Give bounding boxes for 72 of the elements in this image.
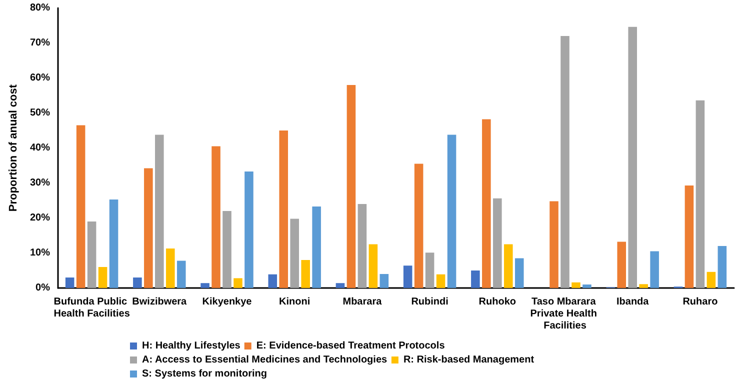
x-tick-label: Mbarara bbox=[342, 296, 382, 308]
bar bbox=[436, 274, 446, 288]
bar bbox=[244, 171, 254, 288]
bar bbox=[628, 26, 637, 288]
y-tick-label: 20% bbox=[30, 212, 50, 224]
bar bbox=[560, 36, 570, 288]
x-tick-label: Taso Mbarara Private Health Facilities bbox=[530, 296, 600, 332]
bar bbox=[76, 125, 86, 288]
x-tick-label: Ruharo bbox=[682, 296, 718, 308]
bar bbox=[87, 222, 96, 288]
bar bbox=[176, 260, 186, 288]
x-tick-label: Kinoni bbox=[279, 296, 310, 308]
legend-label: R: Risk-based Management bbox=[403, 354, 535, 366]
bar bbox=[482, 119, 491, 288]
bar bbox=[696, 100, 705, 288]
bar bbox=[572, 282, 580, 288]
bar bbox=[109, 199, 118, 288]
bar bbox=[234, 278, 242, 288]
bar bbox=[650, 251, 659, 288]
y-tick-label: 80% bbox=[30, 2, 50, 14]
y-tick-label: 60% bbox=[30, 72, 50, 84]
legend-label: E: Evidence-based Treatment Protocols bbox=[256, 340, 446, 352]
bar bbox=[98, 267, 108, 288]
y-tick-label: 0% bbox=[36, 282, 50, 294]
y-tick-label: 40% bbox=[30, 142, 50, 154]
bar bbox=[447, 134, 456, 288]
y-tick-label: 10% bbox=[30, 248, 50, 258]
bar bbox=[312, 206, 321, 288]
bar bbox=[279, 130, 288, 288]
bar bbox=[212, 146, 220, 288]
x-tick-label: Bufunda Public Health Facilities bbox=[54, 296, 130, 320]
bar bbox=[414, 164, 424, 288]
bar bbox=[268, 274, 278, 288]
bar bbox=[155, 134, 164, 288]
bar bbox=[380, 274, 389, 288]
bar bbox=[550, 201, 558, 288]
bar bbox=[514, 258, 524, 288]
y-tick-label: 30% bbox=[30, 178, 50, 188]
x-tick-label: Ibanda bbox=[616, 296, 650, 308]
legend-label: S: Systems for monitoring bbox=[142, 368, 268, 380]
bar bbox=[425, 252, 434, 288]
bar bbox=[639, 284, 648, 288]
bar bbox=[65, 278, 74, 288]
x-tick-label: Ruhoko bbox=[478, 296, 516, 308]
bar bbox=[346, 85, 356, 288]
bar bbox=[166, 248, 175, 288]
legend-label: A: Access to Essential Medicines and Technologies bbox=[142, 354, 388, 366]
bar bbox=[684, 185, 694, 288]
bar bbox=[301, 260, 310, 288]
legend-label: H: Healthy Lifestyles bbox=[142, 340, 241, 352]
bar bbox=[336, 283, 345, 288]
x-tick-label: Rubindi bbox=[411, 296, 449, 308]
bar bbox=[144, 168, 153, 288]
bar bbox=[290, 218, 299, 288]
bar bbox=[493, 198, 502, 288]
bar bbox=[471, 270, 480, 288]
bar bbox=[582, 284, 592, 288]
bar bbox=[718, 246, 727, 288]
y-axis-title: Proportion of anual cost bbox=[8, 84, 20, 212]
bar bbox=[403, 266, 412, 288]
bar bbox=[200, 283, 210, 288]
y-tick-label: 50% bbox=[30, 108, 50, 118]
bar bbox=[368, 244, 378, 288]
y-tick-label: 70% bbox=[30, 38, 50, 48]
bar bbox=[504, 244, 513, 288]
bar bbox=[133, 278, 142, 288]
bar bbox=[706, 272, 716, 288]
bar bbox=[358, 204, 367, 288]
x-tick-label: Kikyenkye bbox=[202, 296, 252, 308]
x-tick-label: Bwizibwera bbox=[132, 296, 188, 308]
bar bbox=[617, 242, 626, 288]
bar bbox=[222, 211, 232, 288]
